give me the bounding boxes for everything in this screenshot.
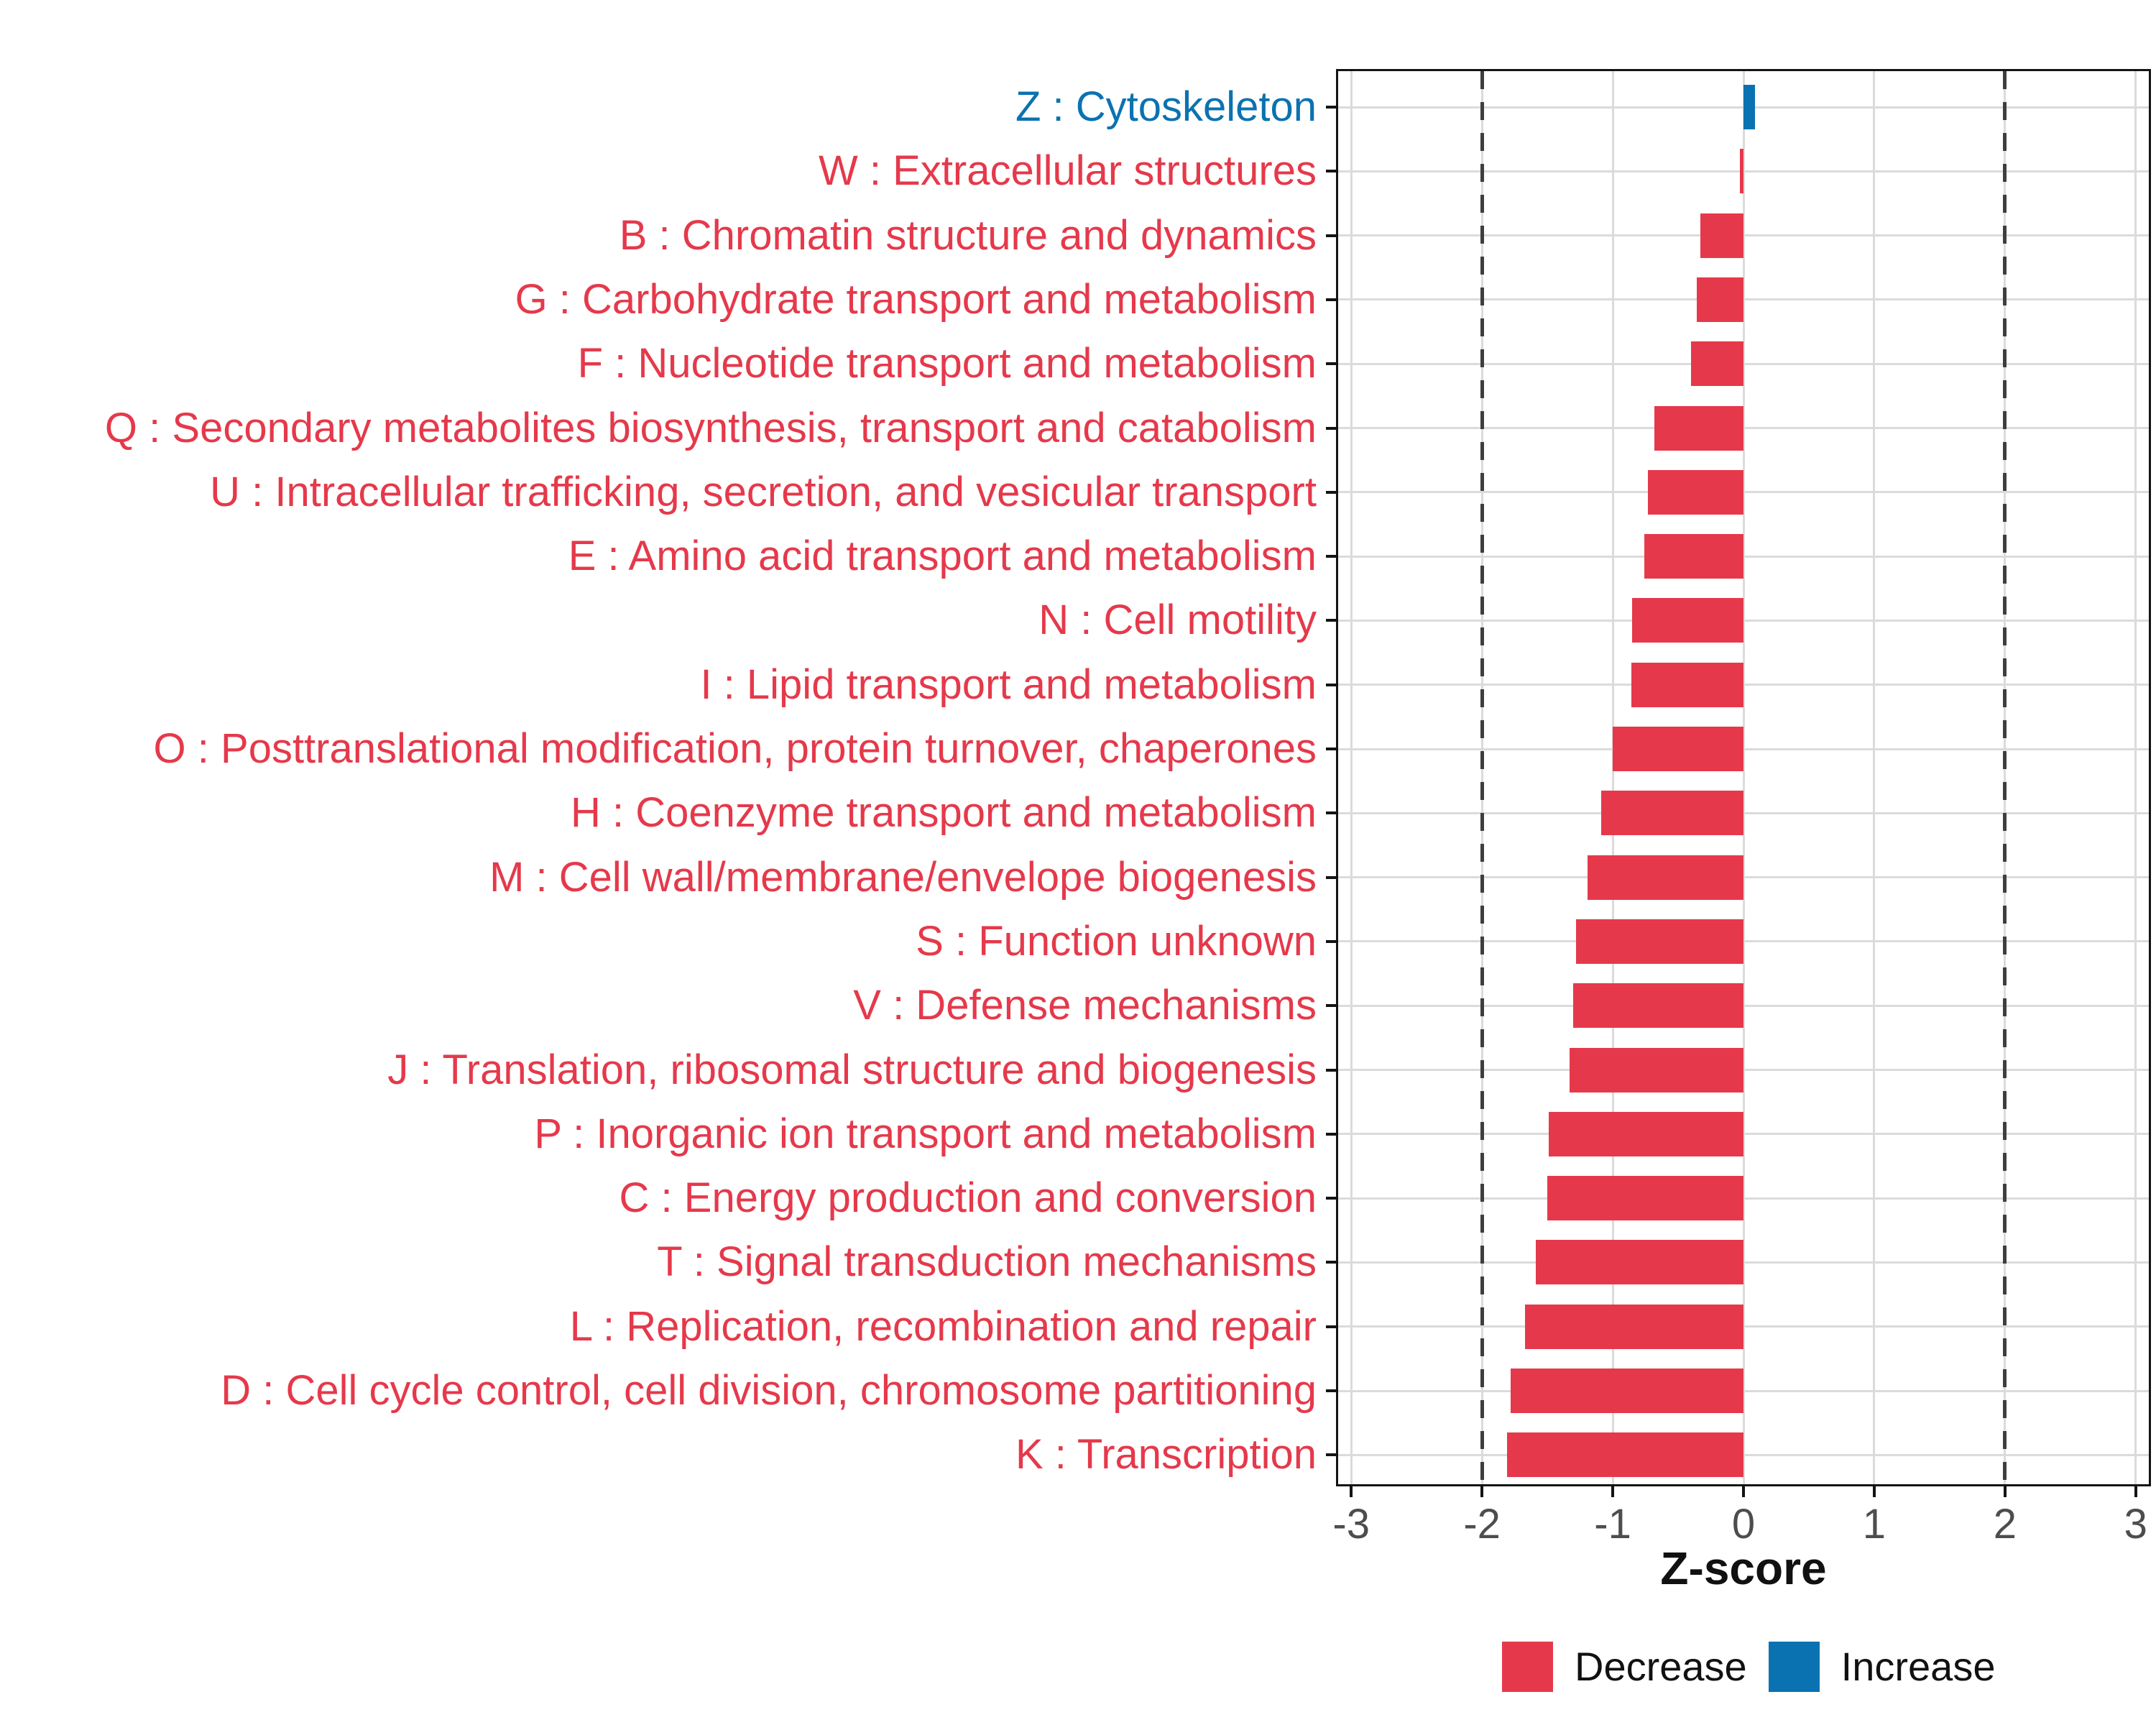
y-axis-tick (1326, 1068, 1336, 1072)
y-axis-tick (1326, 1132, 1336, 1136)
category-label: S : Function unknown (916, 917, 1317, 965)
bar (1535, 1240, 1743, 1285)
y-axis-tick (1326, 875, 1336, 879)
y-axis-tick (1326, 298, 1336, 301)
bar (1696, 277, 1743, 322)
category-label: N : Cell motility (1038, 597, 1317, 644)
gridline-x (1611, 71, 1614, 1484)
legend-label-increase: Increase (1841, 1644, 1996, 1689)
bar (1648, 469, 1743, 515)
x-axis-tick-label: 1 (1862, 1501, 1886, 1547)
bar (1613, 727, 1743, 771)
x-axis-tick (2003, 1486, 2007, 1497)
legend-key-decrease-swatch (1502, 1642, 1553, 1692)
y-axis-tick (1326, 683, 1336, 686)
bar (1691, 341, 1743, 387)
bar (1600, 791, 1743, 836)
category-label: K : Transcription (1015, 1431, 1317, 1478)
category-label: B : Chromatin structure and dynamics (619, 211, 1317, 259)
legend-key-increase-swatch (1768, 1642, 1820, 1692)
category-label: M : Cell wall/membrane/envelope biogenes… (489, 853, 1317, 901)
bar (1631, 662, 1743, 707)
x-axis-tick-label: -2 (1463, 1501, 1501, 1547)
y-axis-tick (1326, 619, 1336, 622)
bar (1654, 405, 1743, 451)
bar (1632, 598, 1743, 643)
dashed-reference-line (2003, 71, 2007, 1484)
category-label: P : Inorganic ion transport and metaboli… (534, 1110, 1317, 1157)
gridline-x (1873, 71, 1876, 1484)
bar (1644, 534, 1743, 579)
category-label: W : Extracellular structures (819, 147, 1317, 195)
y-axis-tick (1326, 106, 1336, 109)
bar (1573, 983, 1743, 1029)
category-label: T : Signal transduction mechanisms (657, 1238, 1317, 1286)
category-label: J : Translation, ribosomal structure and… (387, 1046, 1317, 1093)
y-axis-tick (1326, 811, 1336, 815)
legend: Decrease Increase (1502, 1642, 1995, 1692)
y-axis-tick (1326, 362, 1336, 366)
bar (1570, 1047, 1743, 1092)
x-axis-tick-label: -3 (1332, 1501, 1370, 1547)
x-axis-title: Z-score (1660, 1542, 1827, 1594)
y-axis-tick (1326, 426, 1336, 430)
x-axis-tick (1742, 1486, 1745, 1497)
y-axis-tick (1326, 1197, 1336, 1200)
bar (1700, 213, 1743, 258)
gridline-x (1742, 71, 1745, 1484)
y-axis-tick (1326, 170, 1336, 173)
category-label: Z : Cytoskeleton (1015, 83, 1317, 130)
category-label: O : Posttranslational modification, prot… (153, 725, 1317, 772)
y-axis-tick (1326, 1389, 1336, 1392)
category-label: Q : Secondary metabolites biosynthesis, … (104, 404, 1317, 451)
bar (1548, 1111, 1743, 1156)
y-axis-tick (1326, 748, 1336, 750)
bar (1511, 1368, 1743, 1413)
bar (1525, 1304, 1743, 1349)
x-axis-tick (1480, 1486, 1484, 1497)
category-label: D : Cell cycle control, cell division, c… (221, 1367, 1317, 1414)
category-label: H : Coenzyme transport and metabolism (571, 789, 1317, 837)
dashed-reference-line (1480, 71, 1484, 1484)
x-axis-tick-label: -1 (1594, 1501, 1631, 1547)
legend-label-decrease: Decrease (1575, 1644, 1747, 1689)
bar (1588, 855, 1743, 900)
category-label: G : Carbohydrate transport and metabolis… (515, 275, 1317, 323)
y-axis-tick (1326, 1325, 1336, 1328)
gridline-x (1350, 71, 1353, 1484)
bar (1576, 919, 1743, 964)
category-label: U : Intracellular trafficking, secretion… (210, 468, 1317, 515)
category-label: L : Replication, recombination and repai… (569, 1302, 1317, 1350)
bar (1547, 1176, 1743, 1221)
bar (1743, 85, 1756, 129)
bar (1506, 1432, 1743, 1478)
x-axis-tick (1611, 1486, 1615, 1497)
x-axis-tick (1350, 1486, 1353, 1497)
category-label: I : Lipid transport and metabolism (700, 661, 1317, 708)
gridline-x (2134, 71, 2137, 1484)
category-label: E : Amino acid transport and metabolism (568, 533, 1317, 580)
category-label: C : Energy production and conversion (619, 1174, 1317, 1222)
y-axis-tick (1326, 939, 1336, 943)
y-axis-tick (1326, 490, 1336, 494)
bar (1739, 149, 1743, 194)
x-axis-tick-label: 0 (1731, 1501, 1756, 1547)
plot-panel (1336, 69, 2151, 1486)
x-axis-tick-label: 2 (1993, 1501, 2017, 1547)
category-label: V : Defense mechanisms (853, 982, 1317, 1029)
x-axis-tick (2134, 1486, 2137, 1497)
y-axis-tick (1326, 1453, 1336, 1457)
x-axis-tick (1872, 1486, 1876, 1497)
category-label: F : Nucleotide transport and metabolism (577, 340, 1317, 387)
y-axis-tick (1326, 1261, 1336, 1264)
y-axis-tick (1326, 1004, 1336, 1008)
x-axis-tick-label: 3 (2124, 1501, 2147, 1547)
y-axis-tick (1326, 555, 1336, 558)
y-axis-tick (1326, 234, 1336, 237)
